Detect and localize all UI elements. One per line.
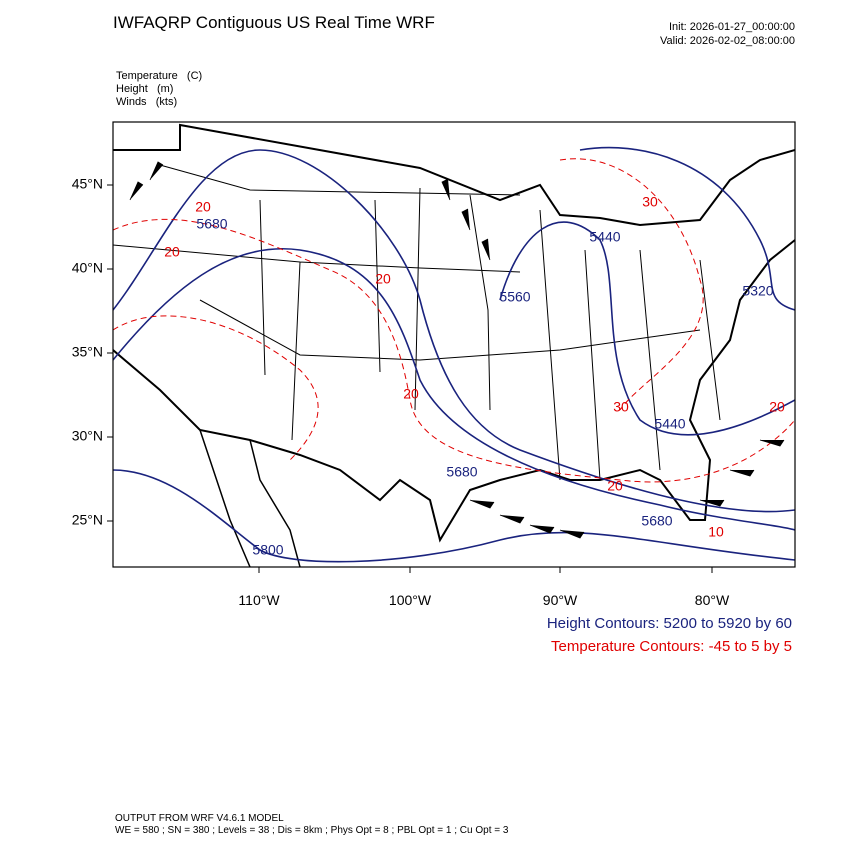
temperature-contours (113, 158, 795, 483)
height-label: 5440 (589, 229, 620, 245)
temperature-label: 20 (769, 399, 785, 415)
wind-barbs (129, 161, 785, 539)
temperature-label: 30 (613, 399, 629, 415)
height-legend: Height Contours: 5200 to 5920 by 60 (547, 615, 792, 632)
lon-label: 90°W (543, 592, 578, 608)
borders (113, 123, 795, 567)
height-label: 5440 (654, 416, 685, 432)
init-time: Init: 2026-01-27_00:00:00 (669, 21, 795, 33)
temperature-legend: Temperature Contours: -45 to 5 by 5 (551, 638, 792, 655)
lat-label: 45°N (72, 176, 103, 192)
lat-label: 35°N (72, 344, 103, 360)
field-label: Winds (kts) (116, 96, 177, 108)
height-contours (113, 146, 795, 563)
valid-time: Valid: 2026-02-02_08:00:00 (660, 35, 795, 47)
temperature-label: 20 (607, 478, 623, 494)
height-label: 5680 (641, 513, 672, 529)
frame-ticks (107, 184, 713, 573)
lat-label: 25°N (72, 512, 103, 528)
footer-options: WE = 580 ; SN = 380 ; Levels = 38 ; Dis … (115, 825, 509, 836)
lat-label: 30°N (72, 428, 103, 444)
field-label: Height (m) (116, 83, 173, 95)
temperature-label: 20 (195, 199, 211, 215)
lon-label: 100°W (389, 592, 432, 608)
height-label: 5320 (742, 283, 773, 299)
temperature-label: 20 (375, 271, 391, 287)
height-label: 5800 (252, 542, 283, 558)
lon-label: 110°W (238, 592, 280, 608)
title: IWFAQRP Contiguous US Real Time WRF (113, 13, 435, 32)
temperature-label: 20 (403, 386, 419, 402)
temperature-label: 20 (164, 244, 180, 260)
lat-label: 40°N (72, 260, 103, 276)
height-label: 5680 (446, 464, 477, 480)
height-label: 5560 (499, 289, 530, 305)
field-label: Temperature (C) (116, 70, 202, 82)
map: 5680 5440 5560 5320 5440 5680 5680 5800 … (72, 121, 796, 608)
lon-label: 80°W (695, 592, 730, 608)
temperature-label: 30 (642, 194, 658, 210)
temperature-label: 10 (708, 524, 724, 540)
map-frame (112, 121, 796, 568)
height-label: 5680 (196, 216, 227, 232)
footer-model: OUTPUT FROM WRF V4.6.1 MODEL (115, 813, 284, 824)
